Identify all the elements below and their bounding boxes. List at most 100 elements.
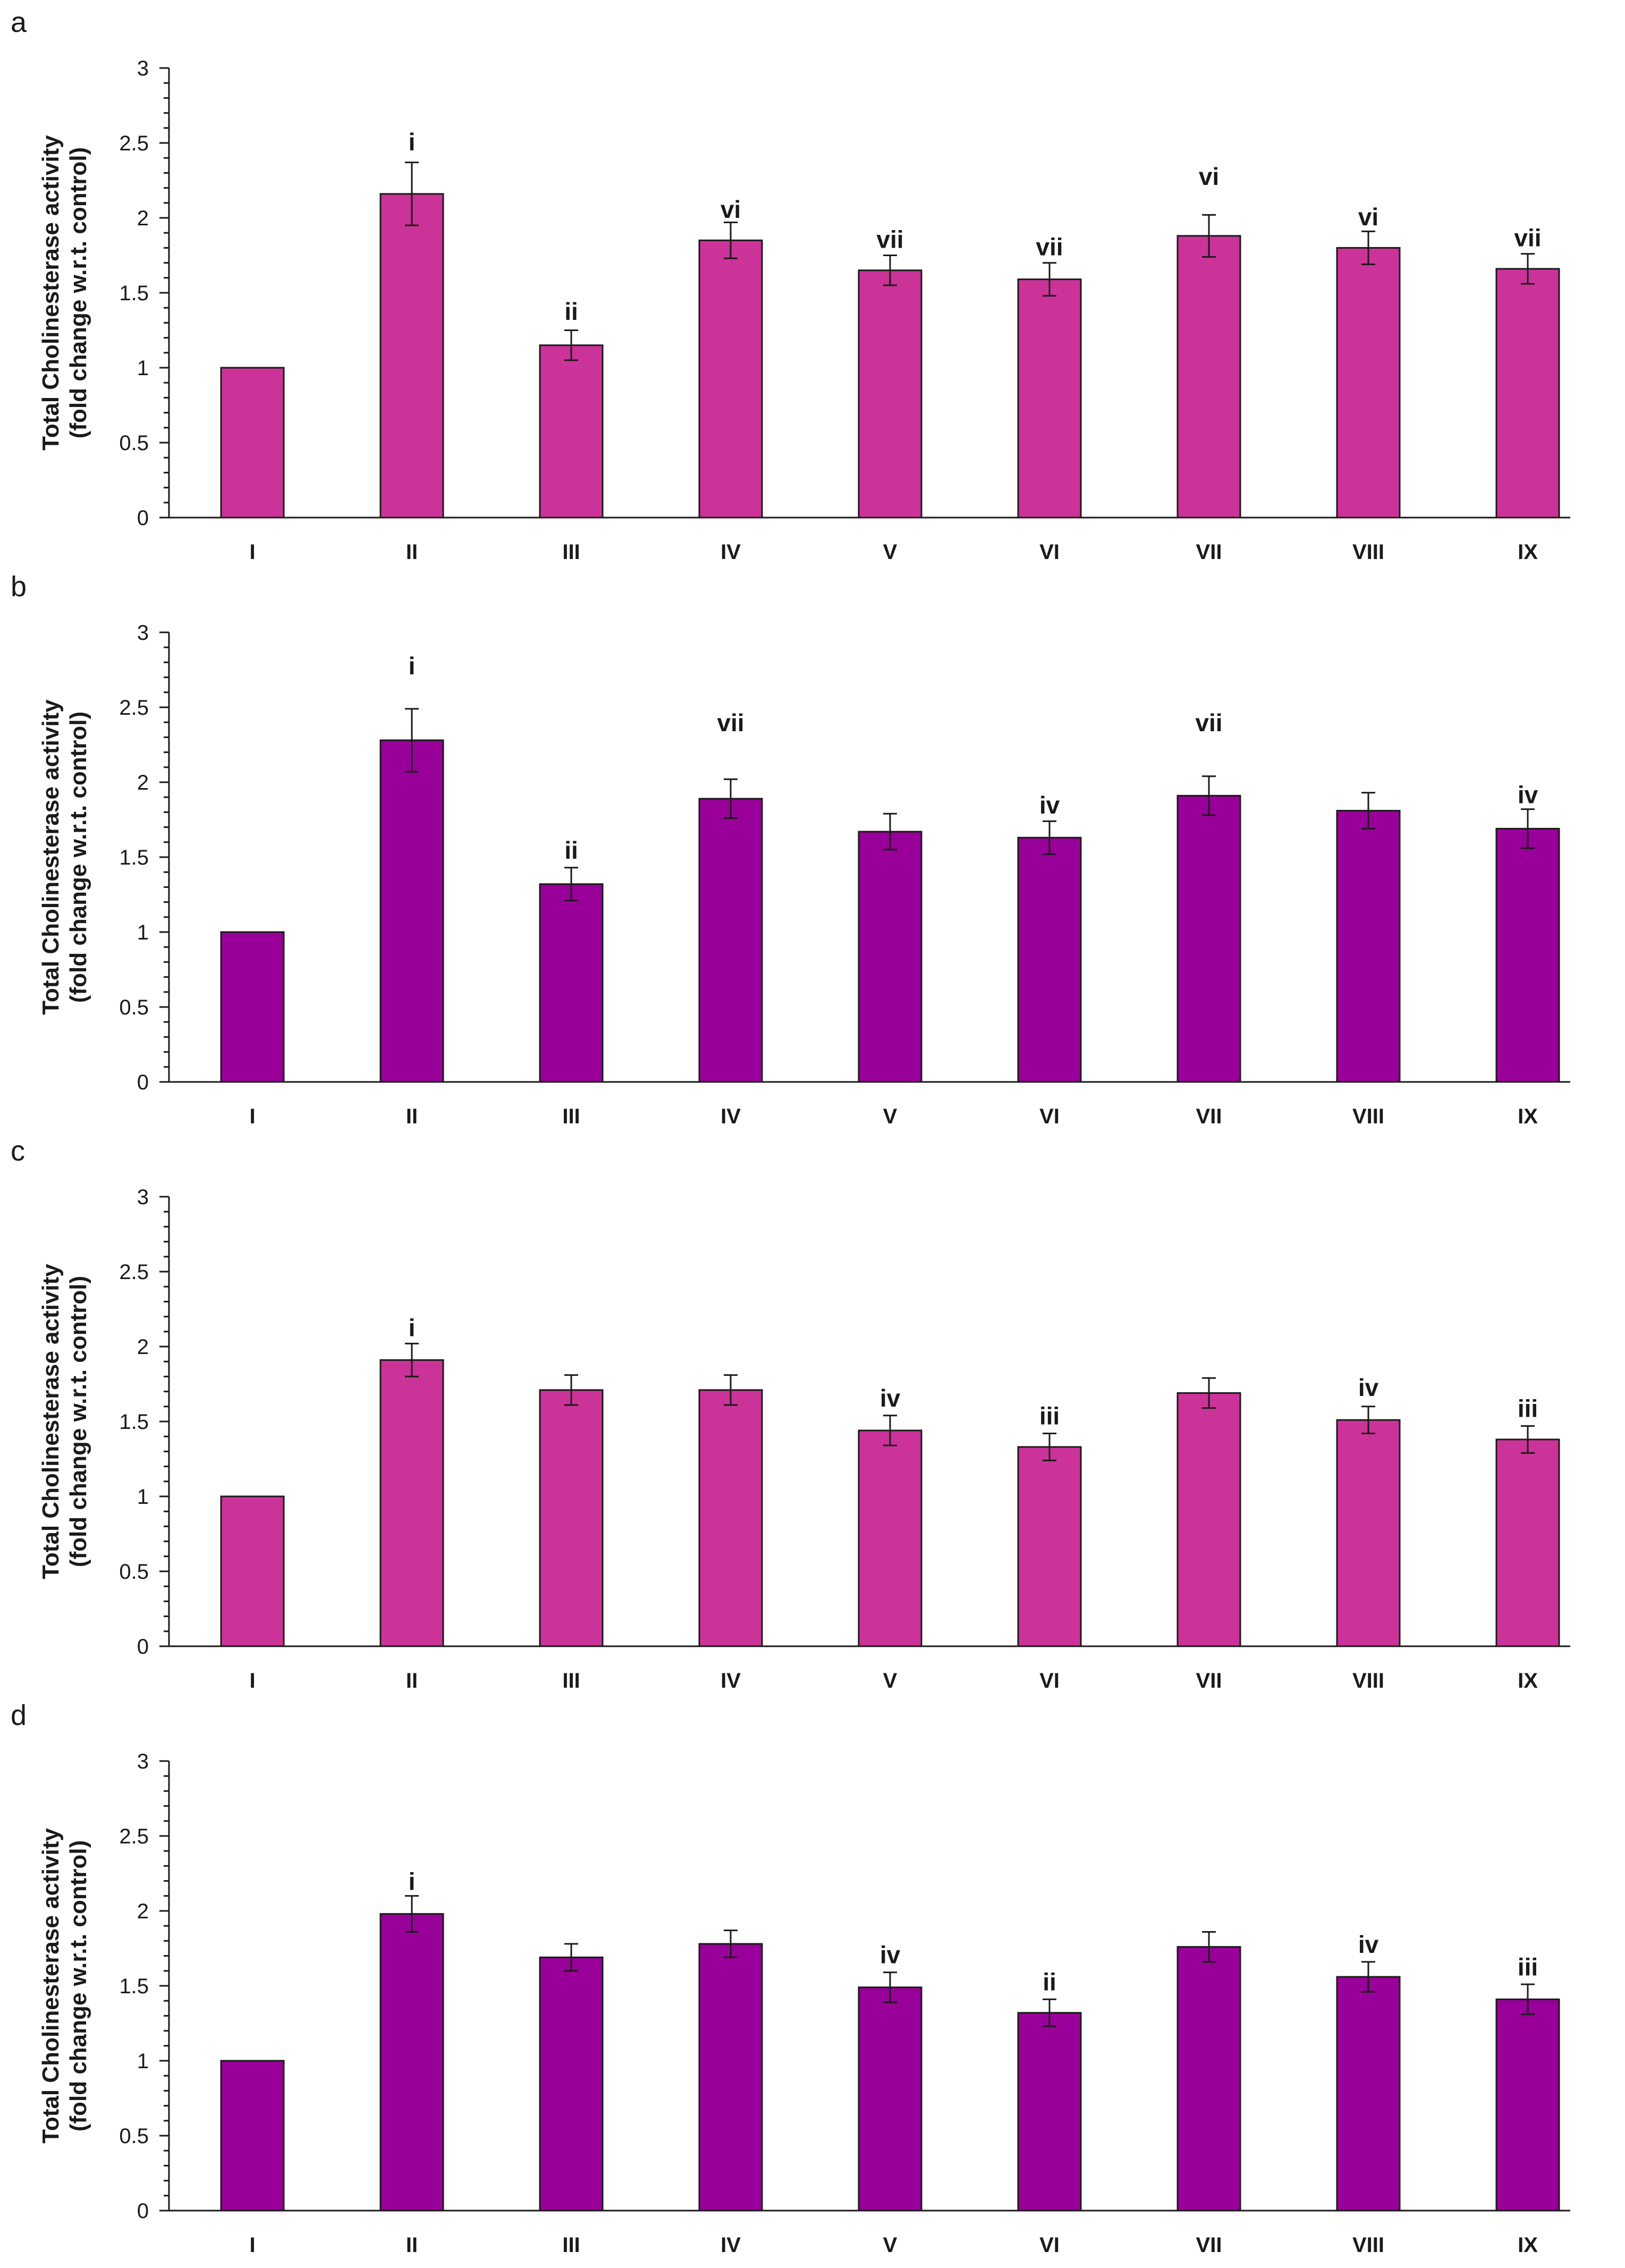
bar-IV [698, 1943, 763, 2212]
panel-letter: a [11, 6, 27, 38]
significance-label: i [409, 1868, 416, 1895]
y-tick-label: 2 [137, 1335, 149, 1359]
significance-label: vi [1358, 203, 1378, 231]
bar-IV [698, 798, 763, 1083]
x-category-label: IV [721, 1105, 741, 1128]
bar-III [539, 1389, 604, 1647]
y-tick-label: 0 [137, 1071, 149, 1094]
y-axis-title-line1: Total Cholinesterase activity [38, 1828, 64, 2144]
x-category-label: III [562, 1105, 580, 1128]
x-category-label: II [406, 1669, 418, 1692]
y-tick-label: 1.5 [119, 1410, 149, 1434]
x-category-label: V [883, 540, 898, 564]
x-category-label: III [562, 2233, 580, 2257]
chart-panel-d: d Total Cholinesterase activity(fold chan… [11, 1699, 1570, 2257]
bar-II [379, 193, 444, 519]
y-axis-title-line2: (fold change w.r.t. control) [65, 712, 91, 1003]
y-axis-title-line1: Total Cholinesterase activity [38, 699, 64, 1015]
x-category-label: III [562, 540, 580, 564]
y-tick-label: 0.5 [119, 996, 149, 1019]
significance-label: iv [1358, 1374, 1379, 1401]
y-tick-label: 0.5 [119, 431, 149, 455]
x-category-label: I [249, 1669, 255, 1692]
y-tick-label: 1.5 [119, 1975, 149, 1998]
significance-label: i [409, 652, 416, 680]
y-tick-label: 0 [137, 2199, 149, 2223]
bar-IX [1495, 1438, 1560, 1647]
y-tick-label: 3 [137, 57, 149, 80]
x-category-label: II [406, 540, 418, 564]
y-tick-label: 0.5 [119, 2125, 149, 2148]
x-category-label: VI [1039, 1669, 1060, 1692]
x-category-label: VII [1196, 1669, 1222, 1692]
y-axis-title-line2: (fold change w.r.t. control) [65, 147, 91, 438]
x-category-label: I [249, 1105, 255, 1128]
y-tick-label: 1 [137, 2050, 149, 2073]
y-tick-label: 3 [137, 621, 149, 645]
significance-label: iv [880, 1384, 901, 1412]
x-category-label: IX [1518, 540, 1538, 564]
x-category-label: V [883, 1105, 898, 1128]
y-tick-label: 2.5 [119, 1825, 149, 1848]
x-category-label: VII [1196, 540, 1222, 564]
panel-letter: c [11, 1135, 25, 1167]
bar-V [858, 1429, 922, 1647]
significance-label: ii [1043, 1968, 1056, 1995]
x-category-label: VIII [1352, 2233, 1384, 2257]
y-tick-label: 0.5 [119, 1560, 149, 1584]
chart-panel-a: a Total Cholinesterase activity(fold chan… [11, 6, 1570, 564]
x-category-label: II [406, 1105, 418, 1128]
bar-VI [1017, 278, 1082, 519]
bar-VI [1017, 836, 1082, 1083]
y-axis-title-line2: (fold change w.r.t. control) [65, 1276, 91, 1567]
bar-VIII [1336, 1419, 1401, 1647]
bar-IV [698, 1389, 763, 1647]
x-category-label: I [249, 540, 255, 564]
bar-VII [1177, 794, 1241, 1083]
significance-label: iv [1039, 791, 1060, 819]
x-category-label: II [406, 2233, 418, 2257]
bar-V [858, 269, 922, 519]
y-tick-label: 1 [137, 357, 149, 380]
significance-label: iv [1518, 781, 1538, 808]
y-axis-title: Total Cholinesterase activity(fold chang… [38, 135, 91, 451]
significance-label: i [409, 1314, 416, 1341]
bar-VIII [1336, 810, 1401, 1083]
bar-IX [1495, 268, 1560, 519]
y-tick-label: 1.5 [119, 282, 149, 305]
bar-II [379, 1359, 444, 1647]
significance-label: vii [1195, 709, 1222, 737]
y-tick-label: 2.5 [119, 1260, 149, 1284]
x-category-label: I [249, 2233, 255, 2257]
x-category-label: IV [721, 540, 741, 564]
chart-panel-c: c Total Cholinesterase activity(fold chan… [11, 1135, 1570, 1692]
x-category-label: III [562, 1669, 580, 1692]
significance-label: vi [1199, 163, 1219, 190]
bar-I [220, 367, 285, 519]
panel-letter: b [11, 571, 27, 603]
significance-label: ii [564, 298, 578, 325]
x-category-label: IX [1518, 2233, 1538, 2257]
significance-label: vii [1514, 224, 1541, 252]
panel-letter: d [11, 1699, 27, 1731]
bar-V [858, 831, 922, 1083]
x-category-label: VII [1196, 1105, 1222, 1128]
x-category-label: IX [1518, 1669, 1538, 1692]
y-axis-title: Total Cholinesterase activity(fold chang… [38, 699, 91, 1015]
bar-VIII [1336, 247, 1401, 519]
x-category-label: IV [721, 2233, 741, 2257]
y-axis-title: Total Cholinesterase activity(fold chang… [38, 1828, 91, 2144]
significance-label: iv [1358, 1931, 1379, 1958]
y-tick-label: 0 [137, 506, 149, 530]
bar-III [539, 883, 604, 1083]
y-tick-label: 2 [137, 207, 149, 230]
x-category-label: IV [721, 1669, 741, 1692]
y-tick-label: 2 [137, 771, 149, 794]
significance-label: ii [564, 836, 578, 864]
significance-label: vii [717, 709, 744, 737]
y-tick-label: 3 [137, 1750, 149, 1773]
bar-IX [1495, 1998, 1560, 2212]
y-tick-label: 1 [137, 1485, 149, 1509]
x-category-label: IX [1518, 1105, 1538, 1128]
x-category-label: V [883, 2233, 898, 2257]
